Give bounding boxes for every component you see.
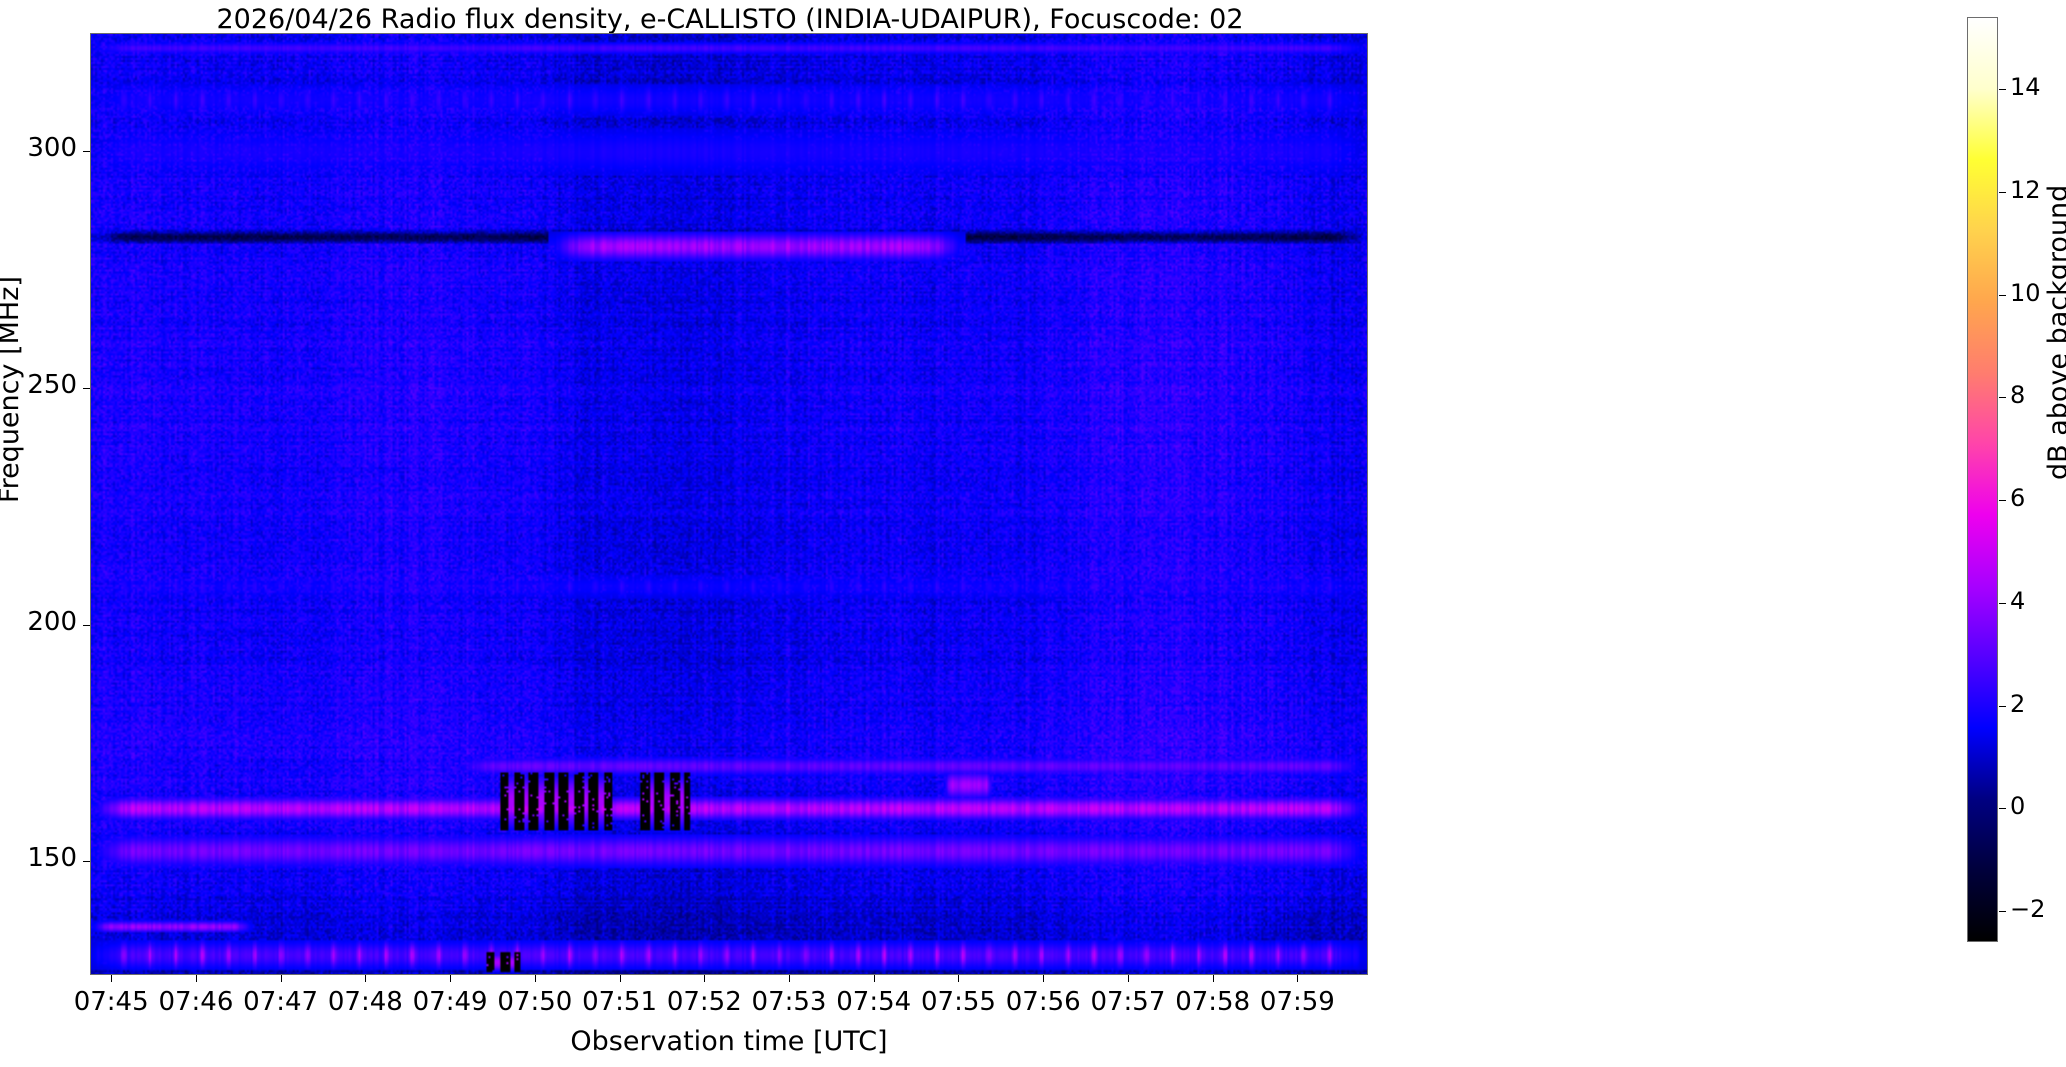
x-tick-label: 07:57 (1090, 987, 1166, 1017)
x-tick-mark (281, 975, 282, 982)
x-tick-mark (1128, 975, 1129, 982)
y-tick-label: 300 (27, 133, 77, 164)
x-tick-mark (450, 975, 451, 982)
x-tick-mark (789, 975, 790, 982)
y-tick-label: 250 (27, 370, 77, 401)
x-tick-label: 07:48 (327, 987, 403, 1017)
y-tick-mark (83, 625, 90, 626)
x-tick-label: 07:52 (666, 987, 742, 1017)
x-tick-mark (620, 975, 621, 982)
colorbar-gradient (1968, 18, 1997, 941)
x-tick-label: 07:55 (921, 987, 996, 1017)
x-tick-label: 07:50 (497, 987, 573, 1017)
y-tick-label: 200 (27, 606, 77, 637)
x-tick-label: 07:45 (73, 987, 149, 1017)
x-tick-label: 07:58 (1175, 987, 1251, 1017)
colorbar-tick-label: 2 (2010, 689, 2026, 718)
colorbar-tick-label: 14 (2010, 72, 2041, 101)
colorbar-tick-label: 6 (2010, 484, 2026, 513)
colorbar-label: dB above background (2043, 184, 2066, 480)
colorbar[interactable] (1967, 17, 1998, 942)
colorbar-tick-label: 8 (2010, 381, 2026, 410)
page-title: 2026/04/26 Radio flux density, e-CALLIST… (216, 4, 1244, 35)
x-tick-label: 07:59 (1259, 987, 1335, 1017)
x-tick-mark (1297, 975, 1298, 982)
colorbar-tick-mark (1999, 808, 2006, 809)
spectrogram-canvas (91, 34, 1367, 974)
x-tick-mark (365, 975, 366, 982)
colorbar-tick-label: 10 (2010, 278, 2041, 307)
colorbar-tick-mark (1999, 192, 2006, 193)
x-tick-label: 07:53 (751, 987, 827, 1017)
colorbar-tick-mark (1999, 89, 2006, 90)
x-tick-mark (958, 975, 959, 982)
x-tick-mark (535, 975, 536, 982)
colorbar-tick-label: 4 (2010, 586, 2026, 615)
x-tick-label: 07:47 (243, 987, 319, 1017)
colorbar-tick-mark (1999, 397, 2006, 398)
y-tick-mark (83, 151, 90, 152)
y-tick-mark (83, 861, 90, 862)
spectrogram-image (91, 34, 1367, 974)
y-axis-label: Frequency [MHz] (0, 276, 25, 503)
x-axis-label: Observation time [UTC] (570, 1026, 888, 1057)
colorbar-tick-mark (1999, 706, 2006, 707)
y-tick-mark (83, 388, 90, 389)
colorbar-tick-mark (1999, 911, 2006, 912)
x-tick-label: 07:56 (1005, 987, 1081, 1017)
colorbar-tick-label: 0 (2010, 792, 2026, 821)
colorbar-tick-mark (1999, 603, 2006, 604)
colorbar-tick-mark (1999, 500, 2006, 501)
x-tick-mark (111, 975, 112, 982)
y-tick-label: 150 (27, 843, 77, 874)
colorbar-tick-label: −2 (2010, 895, 2046, 924)
x-tick-label: 07:46 (158, 987, 234, 1017)
x-tick-label: 07:54 (836, 987, 912, 1017)
x-tick-mark (1043, 975, 1044, 982)
x-tick-mark (874, 975, 875, 982)
colorbar-tick-label: 12 (2010, 175, 2041, 204)
x-tick-label: 07:51 (582, 987, 658, 1017)
x-tick-mark (196, 975, 197, 982)
x-tick-label: 07:49 (412, 987, 488, 1017)
colorbar-tick-mark (1999, 295, 2006, 296)
spectrogram-axes[interactable] (90, 33, 1368, 975)
x-tick-mark (704, 975, 705, 982)
x-tick-mark (1213, 975, 1214, 982)
